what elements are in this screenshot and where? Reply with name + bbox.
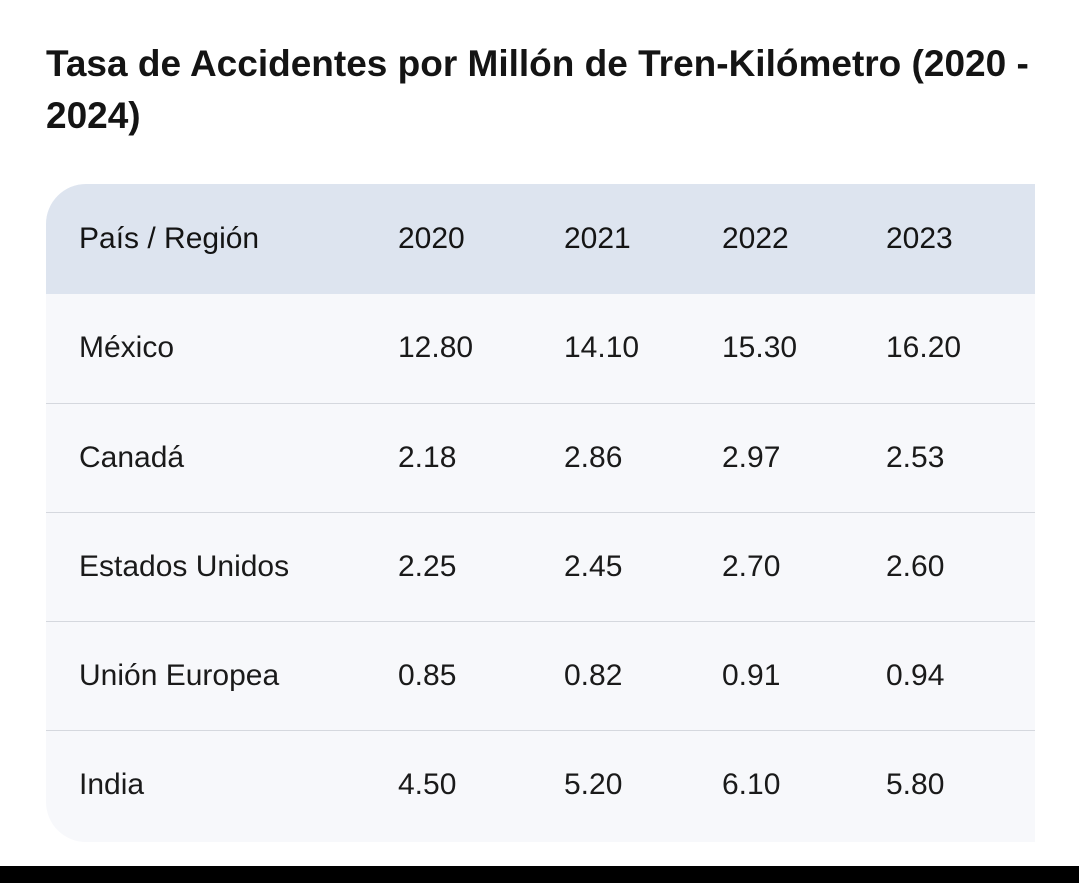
value-cell: 2.25 bbox=[398, 549, 457, 583]
value-cell: 15.30 bbox=[722, 331, 798, 365]
column-header-2020: 2020 bbox=[398, 222, 465, 255]
value-cell: 0.91 bbox=[722, 658, 781, 692]
column-header-2021: 2021 bbox=[564, 222, 631, 255]
table-row: Unión Europea 0.85 0.82 0.91 0.94 bbox=[46, 621, 1035, 730]
region-cell: Estados Unidos bbox=[79, 549, 290, 583]
value-cell: 0.82 bbox=[564, 658, 623, 692]
table-row: Canadá 2.18 2.86 2.97 2.53 bbox=[46, 403, 1035, 512]
value-cell: 2.70 bbox=[722, 549, 781, 583]
table-row: México 12.80 14.10 15.30 16.20 bbox=[46, 294, 1035, 403]
value-cell: 12.80 bbox=[398, 331, 474, 365]
region-cell: India bbox=[79, 767, 145, 801]
accident-rate-table: País / Región 2020 2021 2022 2023 México… bbox=[46, 184, 1035, 839]
region-cell: Unión Europea bbox=[79, 658, 280, 692]
region-cell: Canadá bbox=[79, 440, 185, 474]
table-header-row: País / Región 2020 2021 2022 2023 bbox=[46, 184, 1035, 294]
bottom-edge-bar bbox=[0, 866, 1079, 883]
value-cell: 5.20 bbox=[564, 767, 623, 801]
value-cell: 14.10 bbox=[564, 331, 640, 365]
column-header-2023: 2023 bbox=[886, 222, 953, 255]
value-cell: 2.86 bbox=[564, 440, 623, 474]
column-header-2022: 2022 bbox=[722, 222, 789, 255]
value-cell: 2.45 bbox=[564, 549, 623, 583]
value-cell: 6.10 bbox=[722, 767, 781, 801]
column-header-region: País / Región bbox=[79, 222, 260, 255]
table-row: Estados Unidos 2.25 2.45 2.70 2.60 bbox=[46, 512, 1035, 621]
value-cell: 0.85 bbox=[398, 658, 457, 692]
region-cell: México bbox=[79, 331, 175, 365]
value-cell: 4.50 bbox=[398, 767, 457, 801]
value-cell: 2.60 bbox=[886, 549, 945, 583]
data-table-container[interactable]: País / Región 2020 2021 2022 2023 México… bbox=[46, 184, 1035, 842]
value-cell: 5.80 bbox=[886, 767, 945, 801]
table-row: India 4.50 5.20 6.10 5.80 bbox=[46, 730, 1035, 839]
value-cell: 2.97 bbox=[722, 440, 781, 474]
value-cell: 2.18 bbox=[398, 440, 457, 474]
value-cell: 2.53 bbox=[886, 440, 945, 474]
value-cell: 16.20 bbox=[886, 331, 962, 365]
page-title: Tasa de Accidentes por Millón de Tren-Ki… bbox=[46, 43, 1029, 136]
value-cell: 0.94 bbox=[886, 658, 945, 692]
